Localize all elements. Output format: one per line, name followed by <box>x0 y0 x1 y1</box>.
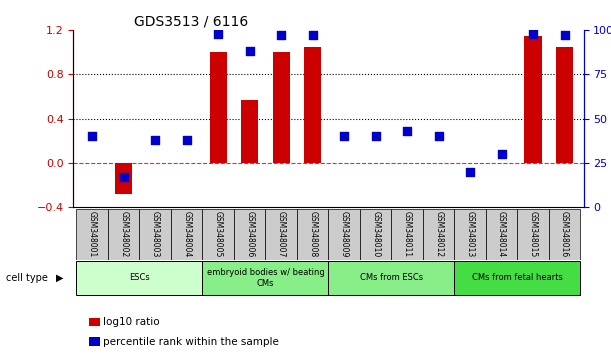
Text: GSM348010: GSM348010 <box>371 211 380 258</box>
Bar <box>549 209 580 260</box>
Point <box>182 137 192 143</box>
Text: GSM348011: GSM348011 <box>403 211 412 258</box>
Bar <box>392 209 423 260</box>
Point <box>150 137 160 143</box>
Bar <box>265 209 297 260</box>
Text: GSM348014: GSM348014 <box>497 211 506 258</box>
Point <box>497 151 507 157</box>
Bar <box>329 261 455 295</box>
Bar <box>234 209 265 260</box>
Text: GSM348003: GSM348003 <box>151 211 159 258</box>
Bar <box>360 209 392 260</box>
Point <box>465 169 475 175</box>
Point <box>560 33 569 38</box>
Text: GSM348002: GSM348002 <box>119 211 128 258</box>
Bar <box>486 209 518 260</box>
Point <box>529 31 538 36</box>
Text: GSM348006: GSM348006 <box>245 211 254 258</box>
Point <box>339 133 349 139</box>
Point <box>119 174 128 180</box>
Bar <box>524 36 542 163</box>
Bar <box>455 209 486 260</box>
Bar <box>139 209 171 260</box>
Text: GSM348008: GSM348008 <box>308 211 317 258</box>
Bar <box>455 261 580 295</box>
Point <box>402 128 412 134</box>
Point <box>245 48 255 54</box>
Point <box>87 133 97 139</box>
Text: GSM348012: GSM348012 <box>434 211 443 258</box>
Bar <box>202 209 234 260</box>
Text: GSM348005: GSM348005 <box>214 211 222 258</box>
Bar <box>423 209 455 260</box>
Point <box>213 31 223 36</box>
Text: GSM348013: GSM348013 <box>466 211 475 258</box>
Point <box>276 33 286 38</box>
Text: log10 ratio: log10 ratio <box>103 317 159 327</box>
Text: ESCs: ESCs <box>129 273 150 282</box>
Text: GDS3513 / 6116: GDS3513 / 6116 <box>134 14 249 28</box>
Point <box>371 133 381 139</box>
Bar <box>297 209 329 260</box>
Text: GSM348004: GSM348004 <box>182 211 191 258</box>
Text: ▶: ▶ <box>56 273 64 283</box>
Bar <box>76 261 202 295</box>
Text: percentile rank within the sample: percentile rank within the sample <box>103 337 279 347</box>
Bar <box>329 209 360 260</box>
Text: GSM348009: GSM348009 <box>340 211 349 258</box>
Bar <box>202 261 329 295</box>
Text: cell type: cell type <box>6 273 48 283</box>
Bar <box>108 209 139 260</box>
Text: CMs from fetal hearts: CMs from fetal hearts <box>472 273 563 282</box>
Text: GSM348015: GSM348015 <box>529 211 538 258</box>
Text: embryoid bodies w/ beating
CMs: embryoid bodies w/ beating CMs <box>207 268 324 287</box>
Bar <box>518 209 549 260</box>
Bar <box>304 47 321 163</box>
Text: GSM348001: GSM348001 <box>88 211 97 258</box>
Bar <box>273 52 290 163</box>
Text: GSM348007: GSM348007 <box>277 211 286 258</box>
Bar <box>556 47 573 163</box>
Point <box>434 133 444 139</box>
Bar <box>210 52 227 163</box>
Bar <box>76 209 108 260</box>
Bar <box>115 163 133 194</box>
Text: GSM348016: GSM348016 <box>560 211 569 258</box>
Bar <box>171 209 202 260</box>
Text: CMs from ESCs: CMs from ESCs <box>360 273 423 282</box>
Point <box>308 33 318 38</box>
Bar <box>241 100 258 163</box>
